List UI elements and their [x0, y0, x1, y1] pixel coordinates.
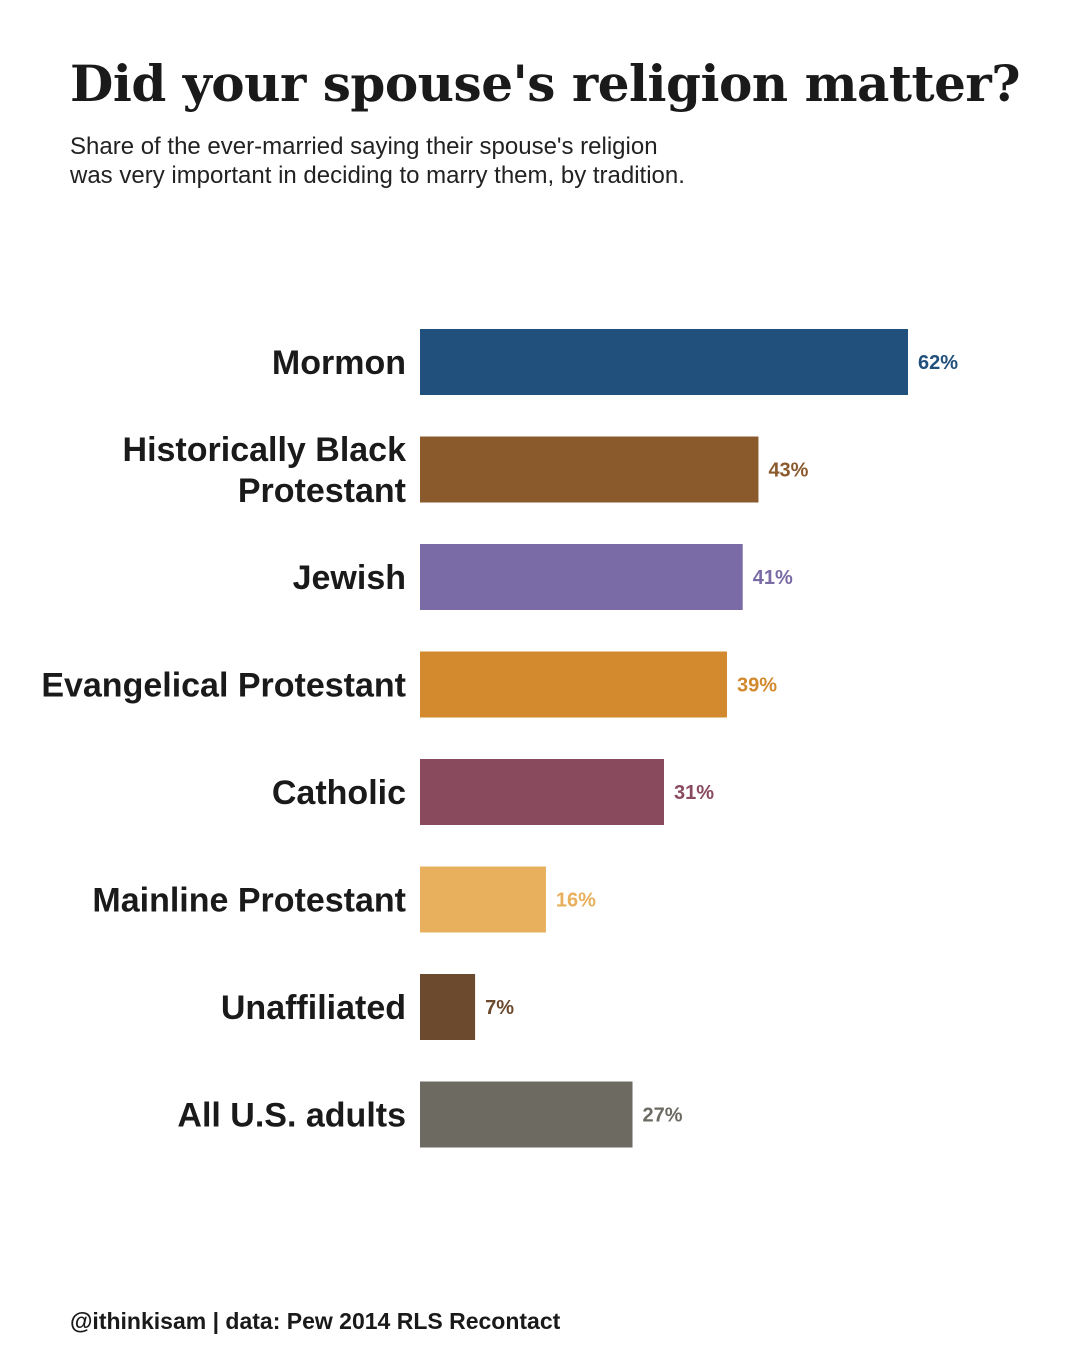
bar	[420, 866, 546, 933]
category-label: Mainline Protestant	[92, 882, 406, 920]
category-label-line: Catholic	[272, 774, 406, 812]
bar-value-label: 41%	[753, 567, 793, 589]
source-credit: @ithinkisam | data: Pew 2014 RLS Reconta…	[70, 1308, 561, 1334]
bar-value-label: 7%	[485, 997, 514, 1019]
bar-row: 31% Catholic	[272, 759, 714, 825]
category-label: Evangelical Protestant	[41, 667, 406, 705]
bar-value-label: 31%	[674, 782, 714, 804]
category-label: Mormon	[272, 344, 406, 382]
chart-title: Did your spouse's religion matter?	[70, 54, 1021, 113]
bar	[420, 436, 759, 503]
bar-row: 41% Jewish	[293, 544, 793, 610]
bar-value-label: 62%	[918, 352, 958, 374]
chart-subtitle: Share of the ever-married saying their s…	[70, 132, 750, 190]
category-label-line: Unaffiliated	[221, 989, 406, 1027]
category-label-line: Historically Black	[123, 431, 407, 469]
category-label-line: Protestant	[238, 472, 406, 510]
bar	[420, 329, 908, 395]
category-label-line: Evangelical Protestant	[41, 667, 406, 705]
bar-value-label: 39%	[737, 675, 777, 697]
category-label: Unaffiliated	[221, 989, 406, 1027]
subtitle-line-1: Share of the ever-married saying their s…	[70, 133, 658, 160]
category-label-line: Mormon	[272, 344, 406, 382]
bar	[420, 651, 727, 718]
bar-row: 39% Evangelical Protestant	[41, 651, 777, 718]
bar-row: 62% Mormon	[272, 329, 958, 395]
bar	[420, 544, 743, 610]
bar	[420, 974, 476, 1040]
bar	[420, 759, 664, 825]
category-label-line: Mainline Protestant	[92, 882, 406, 920]
category-label-line: Jewish	[293, 559, 406, 597]
bar-row: 7% Unaffiliated	[221, 974, 514, 1040]
category-label: Historically Black Protestant	[123, 431, 407, 510]
bar-row: 16% Mainline Protestant	[92, 866, 596, 933]
bar-value-label: 16%	[556, 890, 596, 912]
bar-row: 43% Historically Black Protestant	[123, 431, 809, 510]
bar	[420, 1081, 633, 1148]
category-label: All U.S. adults	[177, 1097, 406, 1135]
bar-value-label: 27%	[643, 1105, 683, 1127]
category-label-line: All U.S. adults	[177, 1097, 406, 1135]
bar-value-label: 43%	[768, 460, 808, 482]
bar-row: 27% All U.S. adults	[177, 1081, 683, 1148]
subtitle-line-2: was very important in deciding to marry …	[70, 162, 685, 189]
category-label: Catholic	[272, 774, 406, 812]
category-label: Jewish	[293, 559, 406, 597]
